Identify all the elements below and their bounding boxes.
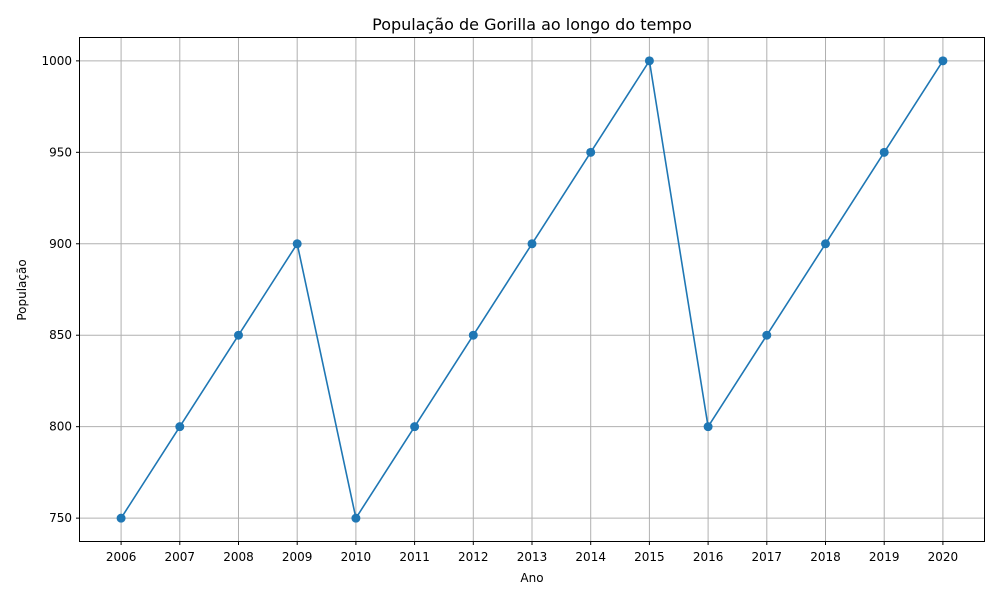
data-point <box>292 239 302 249</box>
y-tick-label: 950 <box>49 145 72 159</box>
x-tick-label: 2018 <box>810 550 841 564</box>
y-axis-title: População <box>15 259 29 320</box>
series-layer <box>116 56 948 523</box>
axis-ticks: 2006 2007 2008 2009 2010 2011 2012 2013 2014 2015… <box>41 54 958 564</box>
data-point <box>938 56 948 66</box>
data-point <box>233 330 243 340</box>
x-tick-label: 2007 <box>165 550 196 564</box>
x-axis-title: Ano <box>520 571 543 585</box>
x-tick-label: 2009 <box>282 550 313 564</box>
x-tick-label: 2008 <box>223 550 254 564</box>
x-tick-label: 2019 <box>869 550 900 564</box>
x-tick-label: 2013 <box>517 550 548 564</box>
data-point <box>644 56 654 66</box>
x-tick-label: 2020 <box>928 550 959 564</box>
y-tick-label: 900 <box>49 237 72 251</box>
x-tick-label: 2012 <box>458 550 489 564</box>
chart-title: População de Gorilla ao longo do tempo <box>372 15 692 34</box>
x-tick-label: 2006 <box>106 550 137 564</box>
data-point <box>527 239 537 249</box>
y-tick-label: 800 <box>49 420 72 434</box>
data-point <box>821 239 831 249</box>
x-tick-label: 2011 <box>399 550 430 564</box>
y-tick-label: 1000 <box>41 54 72 68</box>
x-tick-label: 2010 <box>341 550 372 564</box>
x-tick-label: 2014 <box>575 550 606 564</box>
x-tick-label: 2016 <box>693 550 724 564</box>
grid-lines <box>80 38 984 541</box>
data-point <box>175 422 185 432</box>
y-tick-label: 750 <box>49 511 72 525</box>
data-point <box>351 513 361 523</box>
data-point <box>879 147 889 157</box>
x-tick-label: 2017 <box>752 550 783 564</box>
data-point <box>703 422 713 432</box>
data-point <box>586 147 596 157</box>
data-point <box>762 330 772 340</box>
data-point <box>116 513 126 523</box>
data-point <box>410 422 420 432</box>
y-tick-label: 850 <box>49 328 72 342</box>
data-point <box>468 330 478 340</box>
x-tick-label: 2015 <box>634 550 665 564</box>
